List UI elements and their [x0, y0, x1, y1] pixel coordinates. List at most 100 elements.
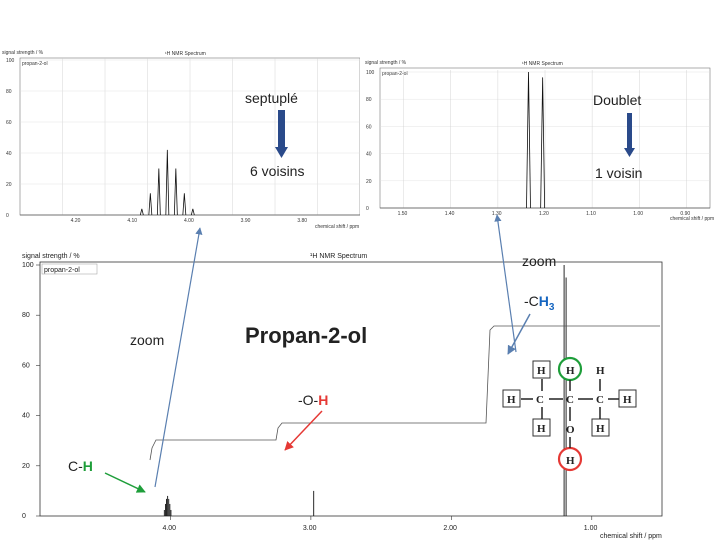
main-x-tick-label: 2.00	[443, 525, 457, 532]
zoom-doublet-x-tick-label: 1.10	[586, 211, 596, 217]
zoom-doublet-y-tick-label: 60	[366, 124, 372, 130]
main-y-tick-label: 80	[22, 312, 30, 319]
ch-pointer	[104, 472, 146, 493]
septuplet-arrow-head-icon	[275, 147, 288, 158]
main-x-ticks: 4.003.002.001.000.00	[162, 516, 598, 532]
oh-pointer	[284, 410, 323, 451]
ch3-label: -CH3	[524, 293, 555, 313]
zoom-doublet-x-tick-label: 1.50	[398, 211, 408, 217]
zoom-septet-y-tick-label: 20	[6, 182, 12, 188]
zoom-doublet-y-tick-label: 80	[366, 97, 372, 103]
zoom-doublet-y-tick-label: 40	[366, 152, 372, 158]
zoom-left-label: zoom	[130, 332, 164, 348]
zoom-septet-title: ¹H NMR Spectrum	[165, 51, 206, 57]
zoom-doublet-lines	[380, 71, 710, 209]
main-y-tick-label: 0	[22, 513, 26, 520]
zoom-septet-x-tick-label: 3.80	[297, 218, 307, 224]
main-legend: propan-2-ol	[44, 267, 80, 274]
main-x-tick-label: 3.00	[303, 525, 317, 532]
one-neighbour-label: 1 voisin	[595, 165, 642, 181]
atom-o: O	[566, 424, 575, 436]
septet-line	[182, 193, 187, 216]
zoom-septet-x-tick-label: 4.20	[71, 218, 81, 224]
zoom-doublet-y-ticks: 100 80 60 40 20 0	[366, 70, 375, 212]
zoom-right-label: zoom	[522, 253, 556, 269]
doublet-arrow-head-icon	[624, 148, 635, 157]
atom-box	[532, 360, 551, 379]
zoom-septet-chart: signal strength / % ¹H NMR Spectrum prop…	[0, 45, 370, 230]
main-spectrum: signal strength / % ¹H NMR Spectrum prop…	[22, 253, 663, 540]
zoom-septet-lines	[20, 149, 360, 216]
main-y-ticks: 100 80 60 40 20 0	[22, 262, 40, 520]
atom-h: H	[537, 365, 546, 377]
molecule-structure: H H H H C C C H H O H H	[502, 356, 637, 472]
main-y-tick-label: 40	[22, 413, 30, 420]
zoom-septet-x-tick-label: 4.10	[127, 218, 137, 224]
septet-zoom-pointer	[154, 227, 203, 488]
atom-h-hydroxyl: H	[566, 455, 575, 467]
septet-line	[139, 208, 144, 216]
zoom-septet-y-tick-label: 100	[6, 58, 15, 64]
main-ylabel: signal strength / %	[22, 253, 80, 260]
atom-h: H	[507, 394, 516, 406]
main-legend-box	[41, 263, 98, 275]
zoom-septet-y-ticks: 100 80 60 40 20 0	[6, 58, 15, 219]
ch-label: C-H	[68, 458, 93, 474]
zoom-septet-x-ticks: 4.20 4.10 4.00 3.90 3.80	[71, 218, 308, 224]
zoom-septet-xlabel: chemical shift / ppm	[315, 224, 359, 230]
doublet-label: Doublet	[593, 92, 641, 108]
atom-h: H	[596, 423, 605, 435]
oh-label: -O-H	[298, 392, 328, 408]
zoom-doublet-xlabel: chemical shift / ppm	[670, 216, 714, 222]
atom-h-methine: H	[566, 365, 575, 377]
septuplet-arrow-shaft	[278, 110, 285, 148]
doublet-line	[526, 71, 531, 209]
main-y-tick-label: 60	[22, 362, 30, 369]
zoom-doublet-title: ¹H NMR Spectrum	[522, 61, 563, 67]
septuplet-label: septuplé	[245, 90, 298, 106]
septet-line	[156, 168, 161, 216]
zoom-septet-y-tick-label: 0	[6, 213, 9, 219]
atom-c-central: C	[566, 394, 574, 406]
main-x-tick-label: 1.00	[584, 525, 598, 532]
molecule-title: Propan-2-ol	[245, 323, 367, 348]
zoom-septet-ylabel: signal strength / %	[2, 50, 44, 56]
main-peaks	[163, 265, 567, 516]
septet-line	[173, 168, 178, 216]
main-title: ¹H NMR Spectrum	[310, 253, 367, 260]
zoom-doublet-y-tick-label: 100	[366, 70, 375, 76]
septet-line	[190, 208, 195, 216]
main-xlabel: chemical shift / ppm	[600, 533, 662, 540]
zoom-doublet-x-tick-label: 1.40	[445, 211, 455, 217]
atom-h: H	[596, 365, 605, 377]
zoom-doublet-x-tick-label: 0.90	[680, 211, 690, 217]
zoom-doublet-chart: signal strength / % ¹H NMR Spectrum prop…	[360, 55, 720, 230]
integration-trace	[149, 325, 660, 461]
doublet-line	[540, 77, 546, 209]
zoom-septet-x-tick-label: 3.90	[241, 218, 251, 224]
doublet-zoom-pointer	[494, 214, 517, 353]
zoom-doublet-legend: propan-2-ol	[382, 71, 408, 77]
septet-line	[165, 149, 170, 216]
septet-line	[148, 193, 153, 216]
zoom-doublet-y-tick-label: 0	[366, 206, 369, 212]
atom-c: C	[596, 394, 604, 406]
ch3-pointer	[507, 313, 531, 355]
zoom-doublet-x-tick-label: 1.20	[539, 211, 549, 217]
zoom-septet-y-tick-label: 60	[6, 120, 12, 126]
zoom-septet-y-tick-label: 80	[6, 89, 12, 95]
zoom-septet-y-tick-label: 40	[6, 151, 12, 157]
doublet-arrow-shaft	[627, 113, 632, 149]
atom-h: H	[623, 394, 632, 406]
main-x-tick-label: 4.00	[162, 525, 176, 532]
zoom-septet-legend: propan-2-ol	[22, 61, 48, 67]
main-plot-frame	[39, 261, 663, 517]
zoom-doublet-y-tick-label: 20	[366, 179, 372, 185]
atom-c: C	[536, 394, 544, 406]
six-neighbours-label: 6 voisins	[250, 163, 304, 179]
zoom-doublet-ylabel: signal strength / %	[365, 60, 407, 66]
atom-h: H	[537, 423, 546, 435]
main-y-tick-label: 100	[22, 262, 34, 269]
zoom-doublet-x-tick-label: 1.30	[492, 211, 502, 217]
